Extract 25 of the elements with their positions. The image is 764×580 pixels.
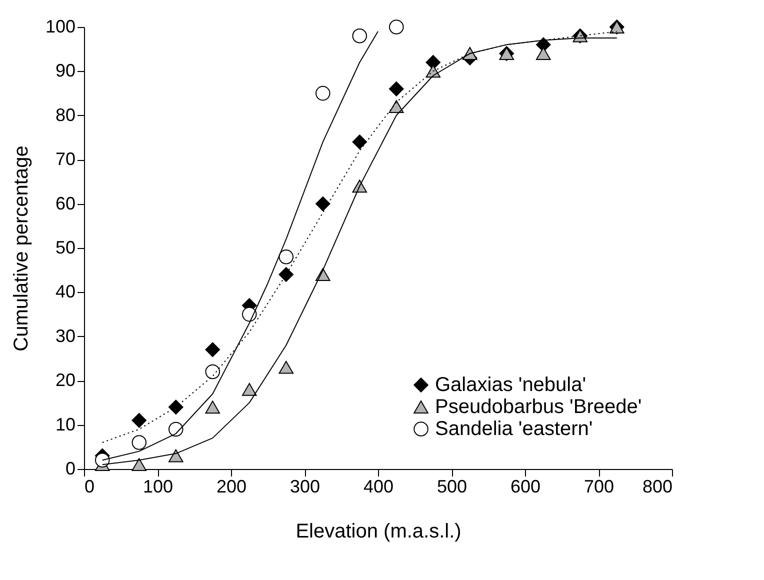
x-tick-label: 100 [142,476,174,496]
x-tick-label: 500 [436,476,468,496]
x-tick-label: 400 [363,476,394,496]
x-tick-label: 200 [216,476,247,496]
y-tick-label: 10 [55,414,76,434]
y-tick-label: 0 [65,458,76,478]
x-axis-title: Elevation (m.a.s.l.) [296,520,462,542]
x-tick-label: 0 [84,476,95,496]
y-tick-label: 40 [55,282,76,302]
y-tick-label: 80 [55,104,76,125]
x-tick-label: 300 [290,476,320,496]
y-tick-label: 30 [55,326,76,346]
x-tick-label: 800 [642,476,672,496]
legend-label: Sandelia 'eastern' [435,418,593,440]
x-tick-label: 600 [510,476,541,496]
y-tick-label: 100 [45,16,76,36]
y-tick-label: 50 [55,238,76,258]
y-tick-label: 20 [55,370,76,390]
y-tick-label: 70 [55,149,76,170]
y-tick-label: 90 [55,60,76,81]
y-axis-title: Cumulative percentage [10,146,32,352]
legend-label: Pseudobarbus 'Breede' [435,396,642,418]
x-tick-label: 700 [584,476,614,496]
legend-label: Galaxias 'nebula' [435,374,586,396]
y-tick-label: 60 [55,193,76,214]
